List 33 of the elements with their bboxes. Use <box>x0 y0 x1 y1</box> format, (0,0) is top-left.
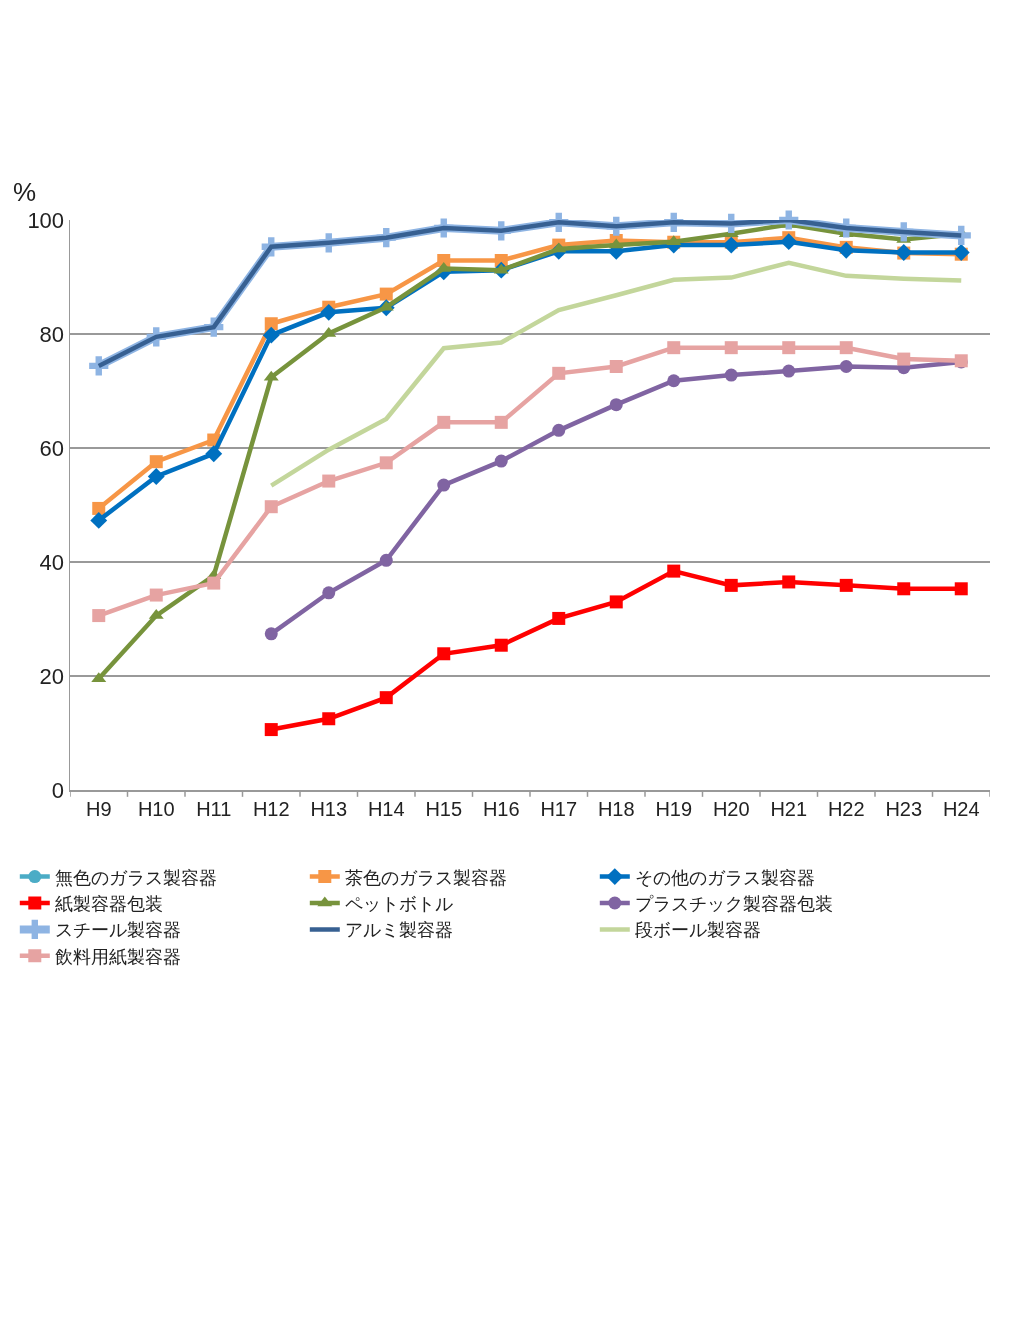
x-tick-label: H11 <box>196 797 232 820</box>
legend-label: プラスチック製容器包装 <box>634 894 833 915</box>
legend-label: アルミ製容器 <box>344 920 453 941</box>
legend-label: 無色のガラス製容器 <box>54 867 217 888</box>
legend-label: 茶色のガラス製容器 <box>344 867 507 888</box>
y-tick-label: 0 <box>51 777 65 803</box>
y-tick-label: 80 <box>39 321 65 347</box>
y-tick-label: 20 <box>39 663 65 689</box>
legend-label: 段ボール製容器 <box>634 920 761 941</box>
legend-label: 飲料用紙製容器 <box>54 946 181 967</box>
legend-label: ペットボトル <box>344 894 453 915</box>
y-tick-label: 60 <box>39 435 65 461</box>
y-tick-label: 100 <box>27 207 65 233</box>
x-tick-label: H18 <box>597 797 635 820</box>
legend-label: 紙製容器包装 <box>54 894 163 915</box>
x-tick-label: H17 <box>540 797 578 820</box>
x-tick-label: H23 <box>885 797 923 820</box>
x-tick-label: H16 <box>482 797 520 820</box>
x-tick-label: H12 <box>252 797 290 820</box>
x-tick-label: H22 <box>827 797 865 820</box>
y-axis-title: % <box>13 177 37 207</box>
x-tick-label: H19 <box>655 797 693 820</box>
x-tick-label: H14 <box>367 797 405 820</box>
x-tick-label: H20 <box>712 797 750 820</box>
x-tick-label: H15 <box>425 797 463 820</box>
x-tick-label: H13 <box>310 797 348 820</box>
x-tick-label: H24 <box>942 797 980 820</box>
x-tick-label: H9 <box>85 797 112 820</box>
x-tick-label: H21 <box>770 797 808 820</box>
y-tick-label: 40 <box>39 549 65 575</box>
legend-label: その他のガラス製容器 <box>634 867 815 888</box>
x-tick-label: H10 <box>137 797 175 820</box>
legend-label: スチール製容器 <box>54 920 181 941</box>
